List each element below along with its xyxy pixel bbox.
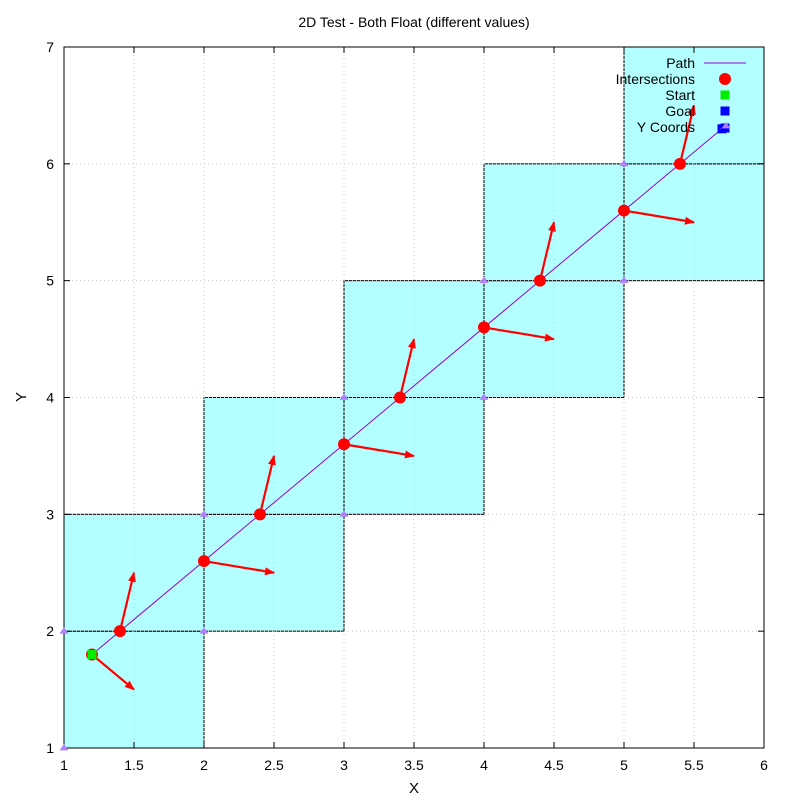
x-tick-label: 4.5 <box>544 757 564 773</box>
vector-arrow <box>203 559 275 576</box>
grid-cell <box>63 630 205 749</box>
vector-arrow <box>538 221 556 281</box>
intersection-point <box>114 625 126 638</box>
y-coord-point <box>59 627 69 634</box>
intersection-point <box>674 157 686 170</box>
y-tick-label: 1 <box>46 740 54 756</box>
vector-arrow <box>678 104 696 165</box>
x-tick-label: 5 <box>620 757 628 773</box>
legend-label: Path <box>666 55 695 71</box>
y-tick-label: 4 <box>46 390 54 406</box>
x-axis-label: X <box>409 780 419 797</box>
y-coord-point <box>199 627 209 634</box>
x-tick-label: 6 <box>760 757 768 773</box>
x-tick-label: 2 <box>200 757 208 773</box>
y-coord-point <box>479 276 489 284</box>
path-line <box>91 128 723 655</box>
y-coord-point <box>479 393 489 400</box>
chart-title: 2D Test - Both Float (different values) <box>298 14 529 30</box>
y-tick-label: 6 <box>46 156 54 172</box>
y-coord-point <box>199 510 209 517</box>
intersection-point <box>618 204 630 217</box>
y-axis-label: Y <box>13 392 30 402</box>
x-tick-label: 3 <box>340 757 348 773</box>
intersection-point <box>394 391 406 404</box>
vector-arrow <box>483 326 555 342</box>
y-coord-point <box>339 393 349 400</box>
vector-arrow <box>118 571 136 632</box>
legend-label: Intersections <box>616 71 695 87</box>
vector-arrow <box>623 209 695 225</box>
y-coord-point <box>339 510 349 517</box>
legend-swatch-intersections <box>719 73 731 85</box>
cells-layer <box>63 46 765 749</box>
legend-label: Y Coords <box>637 119 695 135</box>
start-point <box>87 650 97 660</box>
y-tick-label: 5 <box>46 273 54 289</box>
intersection-point <box>338 438 350 451</box>
y-coord-point <box>619 276 629 284</box>
legend-swatch-square <box>720 90 730 100</box>
vector-arrow <box>258 454 276 515</box>
x-tick-label: 1.5 <box>124 757 144 773</box>
vector-arrow <box>398 338 416 398</box>
vector-arrow <box>91 653 135 691</box>
ticks-layer: 1 1.5 2 2.5 3 3.5 4 4.5 5 5.5 6 1 2 3 4 5 6 7 <box>46 39 768 773</box>
y-tick-label: 3 <box>46 506 54 522</box>
intersection-point <box>534 274 546 287</box>
vector-arrow <box>343 443 415 459</box>
y-coord-point <box>59 743 69 751</box>
y-tick-label: 2 <box>46 623 54 639</box>
x-tick-label: 5.5 <box>684 757 704 773</box>
legend-swatch-ycoords <box>721 121 731 129</box>
x-tick-label: 3.5 <box>404 757 424 773</box>
intersection-point <box>198 555 210 568</box>
y-tick-label: 7 <box>46 39 54 55</box>
legend-label: Goal <box>665 103 695 119</box>
legend-swatch-square <box>720 106 730 116</box>
y-coord-point <box>619 159 629 167</box>
legend-label: Start <box>665 87 695 103</box>
intersection-point <box>478 321 490 334</box>
x-tick-label: 2.5 <box>264 757 284 773</box>
x-tick-label: 1 <box>60 757 68 773</box>
intersection-point <box>254 508 266 521</box>
x-tick-label: 4 <box>480 757 488 773</box>
